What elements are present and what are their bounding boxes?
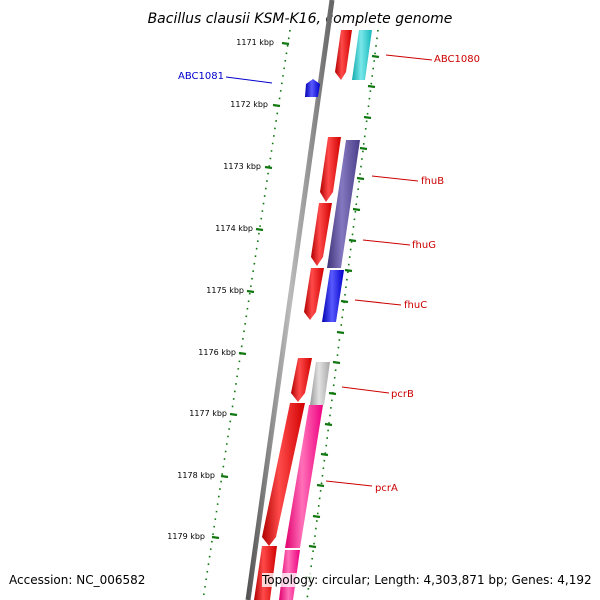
genome-title: Bacillus clausii KSM-K16, complete genom… [148,11,453,27]
accession-text: Accession: NC_006582 [9,573,146,587]
cog-fhuC[interactable] [322,270,344,322]
gene-label-abc1081[interactable]: ABC1081 [178,71,224,82]
gene-label-pcrA[interactable]: pcrA [375,483,398,494]
cog-fhuB[interactable] [327,140,360,268]
kbp-label: 1175 kbp [206,286,244,295]
cog-features[interactable] [279,30,372,600]
label-line [371,175,419,182]
cds-features[interactable] [254,30,352,600]
kbp-label: 1174 kbp [215,224,253,233]
genome-backbone [245,0,335,600]
cds-pcrA[interactable] [262,403,305,546]
cog-pcrA[interactable] [285,405,323,548]
label-line [354,299,402,306]
label-line [362,239,411,246]
major-ticks [211,41,290,540]
cds-abc1080[interactable] [335,30,352,80]
kbp-label: 1179 kbp [167,532,205,541]
label-line [341,386,390,394]
cds-pcrB[interactable] [291,358,312,402]
kbp-label: 1171 kbp [236,38,274,47]
cds-fhuC[interactable] [304,268,324,320]
gene-label-abc1080[interactable]: ABC1080 [434,54,480,65]
label-line [225,76,273,84]
kbp-label: 1173 kbp [223,162,261,171]
cds-abc1081[interactable] [305,79,320,97]
genome-summary: Topology: circular; Length: 4,303,871 bp… [262,573,592,587]
label-line [385,54,433,61]
cog-abc1080[interactable] [352,30,372,80]
outer-ticks [304,54,380,580]
kbp-label: 1172 kbp [230,100,268,109]
gene-label-fhuB[interactable]: fhuB [421,176,444,187]
gene-label-pcrB[interactable]: pcrB [391,389,414,400]
gene-label-fhuC[interactable]: fhuC [404,300,427,311]
cds-fhuG[interactable] [311,203,332,266]
cog-pcrB[interactable] [310,362,330,405]
kbp-label: 1177 kbp [189,409,227,418]
label-line [325,480,373,487]
kbp-label: 1178 kbp [177,471,215,480]
kbp-label: 1176 kbp [198,348,236,357]
cds-fhuB[interactable] [320,137,341,202]
gene-labels: ABC1080 ABC1081 fhuB fhuG fhuC pcrB pcrA [178,54,480,494]
gene-label-fhuG[interactable]: fhuG [412,240,436,251]
kbp-labels: 1171 kbp 1172 kbp 1173 kbp 1174 kbp 1175… [167,38,274,541]
